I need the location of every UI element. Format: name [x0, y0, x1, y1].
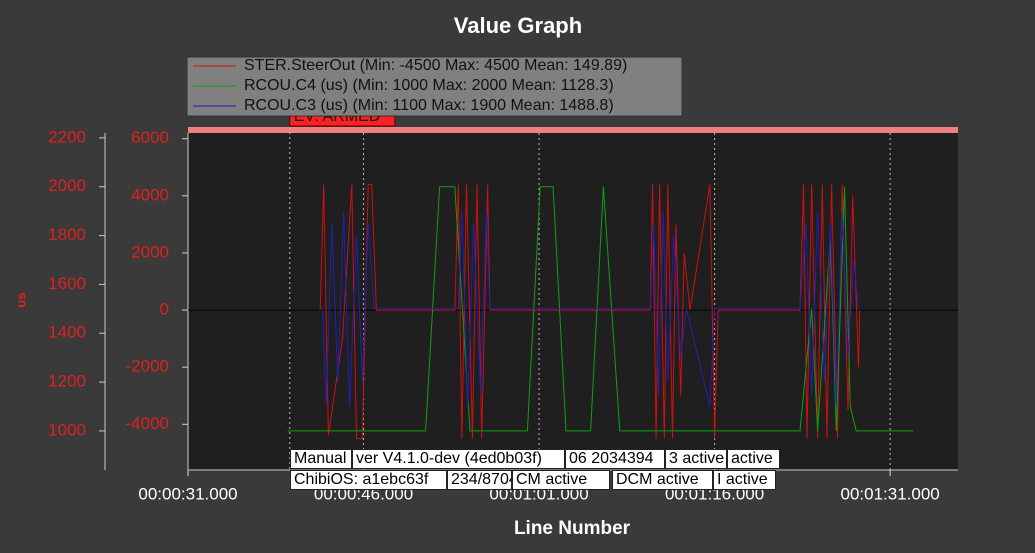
- series-line: [319, 183, 861, 440]
- series-line: [322, 211, 859, 407]
- y-tick-label: -4000: [126, 414, 169, 433]
- y-tick-label: 6000: [131, 128, 169, 147]
- message-box: CM active: [512, 470, 610, 490]
- y-tick-label: 0: [160, 300, 169, 319]
- message-box: ver V4.1.0-dev (4ed0b03f): [352, 449, 565, 469]
- message-box: 234/8704: [447, 470, 512, 490]
- message-box: I active: [713, 470, 776, 490]
- y-tick-label: 2000: [131, 242, 169, 261]
- y2-tick-label: 2000: [48, 176, 86, 195]
- message-box: ChibiOS: a1ebc63f: [290, 470, 447, 490]
- y2-axis-label: us: [13, 292, 28, 307]
- message-box: DCM active: [612, 470, 713, 490]
- legend-label: RCOU.C3 (us) (Min: 1100 Max: 1900 Mean: …: [244, 97, 614, 114]
- event-band: [188, 127, 958, 133]
- plot-area: [188, 127, 958, 470]
- chart-title: Value Graph: [454, 13, 582, 38]
- y2-tick-label: 1400: [48, 323, 86, 342]
- x-tick-label: 00:00:31.000: [138, 484, 237, 503]
- legend-box: [186, 56, 683, 117]
- y-tick-label: -2000: [126, 357, 169, 376]
- y-tick-label: 4000: [131, 185, 169, 204]
- message-box: 3 active: [665, 449, 727, 469]
- legend-label: STER.SteerOut (Min: -4500 Max: 4500 Mean…: [244, 57, 627, 74]
- y2-tick-label: 2200: [48, 127, 86, 146]
- legend-label: RCOU.C4 (us) (Min: 1000 Max: 2000 Mean: …: [244, 77, 614, 94]
- y2-tick-label: 1600: [48, 274, 86, 293]
- message-box: Manual: [290, 449, 352, 469]
- x-axis-label: Line Number: [514, 518, 631, 539]
- legend: STER.SteerOut (Min: -4500 Max: 4500 Mean…: [186, 56, 683, 117]
- message-box: 06 2034394: [565, 449, 665, 469]
- y2-tick-label: 1000: [48, 420, 86, 439]
- x-tick-label: 00:01:31.000: [840, 484, 939, 503]
- y2-tick-label: 1200: [48, 372, 86, 391]
- y2-tick-label: 1800: [48, 225, 86, 244]
- message-box: active: [727, 449, 780, 469]
